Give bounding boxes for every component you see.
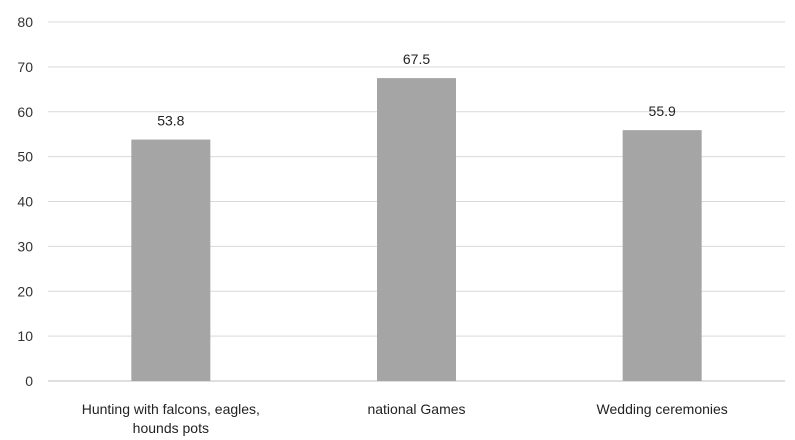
y-tick-label: 20	[17, 283, 33, 299]
data-label: 55.9	[649, 103, 676, 119]
y-tick-label: 80	[17, 14, 33, 30]
data-labels: 53.8 67.5 55.9	[157, 51, 676, 128]
bars	[131, 78, 702, 381]
x-axis-category-labels: Hunting with falcons, eagles, hounds pots…	[82, 401, 728, 436]
bar	[377, 78, 456, 381]
y-axis-tick-labels: 0 10 20 30 40 50 60 70 80	[17, 14, 33, 389]
y-tick-label: 0	[25, 373, 33, 389]
category-label: Hunting with falcons, eagles, hounds pots	[82, 401, 260, 436]
category-label: Wedding ceremonies	[597, 401, 728, 417]
y-tick-label: 40	[17, 194, 33, 210]
y-tick-label: 60	[17, 104, 33, 120]
y-tick-label: 70	[17, 59, 33, 75]
category-label: national Games	[367, 401, 465, 417]
data-label: 53.8	[157, 113, 184, 129]
y-tick-label: 10	[17, 328, 33, 344]
data-label: 67.5	[403, 51, 430, 67]
bar	[131, 139, 211, 381]
bar	[622, 130, 702, 381]
y-tick-label: 30	[17, 238, 33, 254]
y-tick-label: 50	[17, 149, 33, 165]
